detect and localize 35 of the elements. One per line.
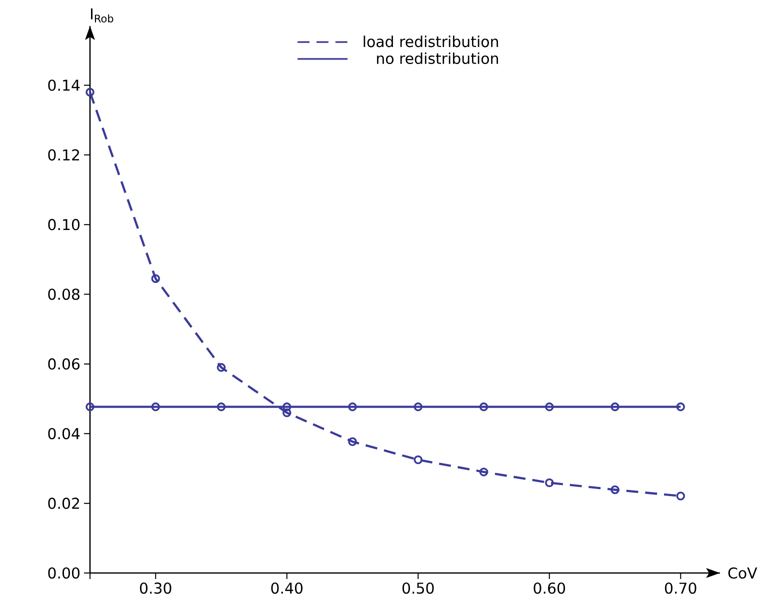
- x-tick-label: 0.30: [140, 582, 172, 594]
- point: [544, 478, 554, 488]
- point: [479, 402, 488, 412]
- y-tick-label: 0.10: [48, 218, 80, 230]
- point: [348, 437, 357, 446]
- point: [216, 363, 226, 372]
- x-tick-label: 0.40: [271, 582, 303, 594]
- x-tick-label: 0.60: [534, 582, 566, 594]
- legend-label: load redistribution: [364, 36, 498, 48]
- point: [151, 274, 160, 283]
- y-tick-label: 0.04: [48, 428, 80, 440]
- point: [544, 402, 554, 412]
- point: [282, 402, 292, 412]
- y-tick-label: 0.12: [48, 149, 80, 161]
- point: [414, 455, 423, 464]
- y-tick-label: 0.02: [48, 498, 80, 509]
- y-tick-label: 0.00: [48, 567, 80, 579]
- x-axis-title: CoV: [728, 567, 758, 579]
- x-tick-label: 0.50: [402, 582, 434, 594]
- point: [610, 402, 620, 412]
- point: [86, 88, 94, 97]
- y-tick-label: 0.06: [48, 358, 80, 370]
- point: [282, 408, 292, 418]
- point: [610, 485, 620, 494]
- point: [216, 402, 226, 412]
- y-tick-label: 0.08: [48, 288, 80, 300]
- point: [479, 468, 488, 476]
- y-tick-label: 0.14: [48, 80, 80, 91]
- point: [676, 492, 686, 500]
- point: [348, 402, 357, 412]
- y-axis-title: I$_{Rob}$: [91, 8, 114, 22]
- legend-label: no redistribution: [377, 52, 498, 64]
- x-tick-label: 0.70: [664, 582, 696, 594]
- point: [151, 402, 160, 412]
- point: [414, 402, 423, 412]
